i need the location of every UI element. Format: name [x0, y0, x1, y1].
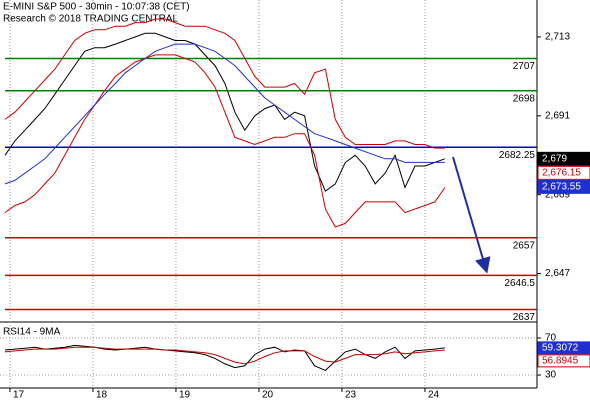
y-tick-label: 2,691: [545, 110, 570, 121]
series-line: [4, 344, 445, 371]
forecast-arrow: [452, 156, 491, 274]
price-tag: [537, 179, 590, 194]
level-label: 2682.25: [499, 150, 536, 161]
level-label: 2657: [513, 240, 536, 251]
y-tick-label: 30: [545, 370, 557, 381]
chart-subtitle: Research © 2018 TRADING CENTRAL: [3, 14, 178, 25]
series-line: [4, 346, 445, 365]
level-label: 2707: [513, 61, 536, 72]
series-line: [4, 18, 445, 149]
price-tag: [537, 151, 590, 166]
x-tick-label: 19: [179, 390, 191, 400]
x-tick-label: 23: [345, 390, 357, 400]
level-label: 2637: [513, 312, 536, 323]
chart-title: E-MINI S&P 500 - 30min - 10:07:38 (CET): [3, 2, 190, 13]
y-tick-label: 70: [545, 333, 557, 344]
value-tag-label: 59.3072: [542, 343, 579, 354]
series-line: [4, 54, 446, 228]
series-line: [4, 43, 445, 185]
level-label: 2646.5: [504, 278, 535, 289]
price-tag-label: 2,673.55: [542, 181, 581, 192]
x-tick-label: 18: [96, 390, 108, 400]
price-tag: [537, 165, 590, 180]
price-tag-label: 2,679: [542, 153, 567, 164]
x-tick-label: 20: [262, 390, 274, 400]
y-tick-label: 2,713: [545, 32, 570, 43]
level-label: 2698: [513, 93, 536, 104]
indicator-title: RSI14 - 9MA: [3, 327, 61, 338]
value-tag: [537, 354, 590, 368]
price-tag-label: 2,676.15: [542, 167, 581, 178]
value-tag: [537, 341, 590, 355]
y-tick-label: 2,669: [545, 189, 570, 200]
x-tick-label: 17: [13, 390, 25, 400]
y-tick-label: 2,647: [545, 268, 570, 279]
series-line: [4, 32, 446, 192]
x-tick-label: 24: [428, 390, 440, 400]
value-tag-label: 56.8945: [542, 356, 579, 367]
